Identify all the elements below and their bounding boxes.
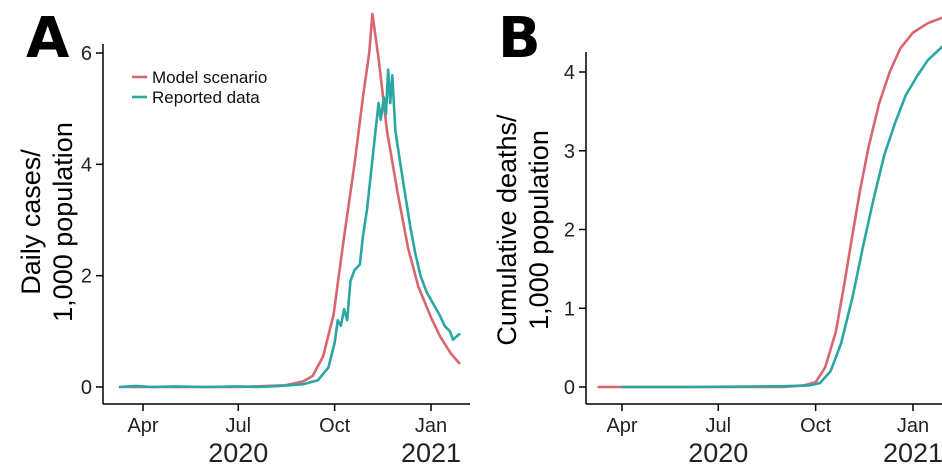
- reported-data-line: [622, 44, 942, 387]
- panel-a-ylabel-line2: 1,000 population: [48, 122, 78, 322]
- x-tick-label: Jul: [226, 415, 252, 437]
- panel-b-series: [599, 17, 942, 387]
- panel-a: A Daily cases/ 1,000 population Apr Jul Oc…: [16, 6, 470, 464]
- panel-b-axes: [586, 52, 942, 404]
- panel-a-ylabel-line1: Daily cases/: [16, 149, 46, 295]
- x-tick-label: Oct: [800, 415, 832, 437]
- panel-b: B Cumulative deaths/ 1,000 population Ap…: [492, 6, 942, 464]
- legend: Model scenario Reported data: [132, 68, 267, 107]
- y-tick-label: 0: [564, 377, 575, 399]
- panel-b-letter: B: [498, 6, 541, 71]
- panel-b-ylabel-line1: Cumulative deaths/: [492, 114, 522, 346]
- x-year-label: 2020: [208, 438, 268, 464]
- x-year-label: 2021: [883, 438, 942, 464]
- model-scenario-line: [599, 17, 942, 387]
- panel-a-letter: A: [26, 6, 70, 71]
- x-tick-label: Jan: [415, 415, 447, 437]
- y-tick-label: 4: [564, 62, 575, 84]
- y-tick-label: 4: [81, 154, 92, 176]
- y-tick-label: 2: [564, 220, 575, 242]
- x-year-label: 2021: [401, 438, 461, 464]
- panel-b-ylabel-line2: 1,000 population: [524, 130, 554, 330]
- legend-model-label: Model scenario: [152, 68, 267, 87]
- x-tick-label: Apr: [606, 415, 637, 437]
- y-tick-label: 6: [81, 43, 92, 65]
- panel-a-ticks: Apr Jul Oct Jan 2020 2021 0 2 4 6: [81, 43, 461, 464]
- x-tick-label: Jan: [897, 415, 929, 437]
- y-tick-label: 0: [81, 377, 92, 399]
- reported-data-line: [120, 70, 459, 387]
- x-year-label: 2020: [688, 438, 748, 464]
- y-tick-label: 2: [81, 266, 92, 288]
- y-tick-label: 1: [564, 298, 575, 320]
- legend-reported-label: Reported data: [152, 88, 260, 107]
- x-tick-label: Jul: [706, 415, 732, 437]
- y-tick-label: 3: [564, 141, 575, 163]
- x-tick-label: Apr: [127, 415, 158, 437]
- x-tick-label: Oct: [319, 415, 351, 437]
